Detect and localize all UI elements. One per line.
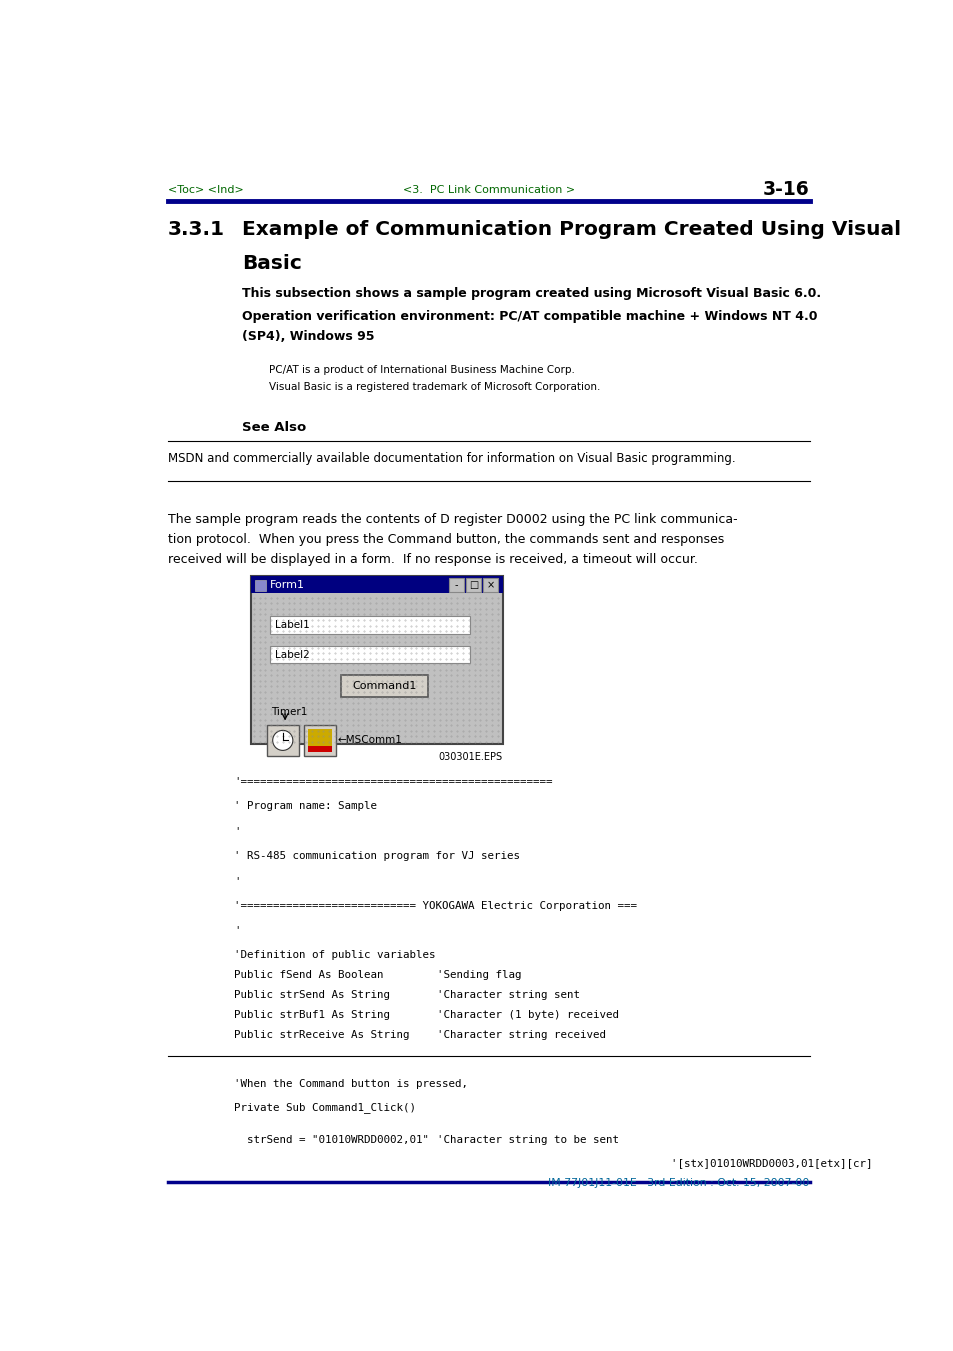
Text: Public strBuf1 As String: Public strBuf1 As String bbox=[233, 1011, 390, 1020]
Text: ': ' bbox=[233, 925, 240, 936]
Text: MSDN and commercially available documentation for information on Visual Basic pr: MSDN and commercially available document… bbox=[168, 451, 735, 465]
Bar bbox=[270, 616, 470, 634]
Text: PC/AT is a product of International Business Machine Corp.: PC/AT is a product of International Busi… bbox=[269, 365, 574, 376]
Text: Label1: Label1 bbox=[274, 620, 310, 631]
Text: Public strSend As String: Public strSend As String bbox=[233, 990, 390, 1000]
Bar bbox=[482, 578, 497, 592]
Text: Private Sub Command1_Click(): Private Sub Command1_Click() bbox=[233, 1102, 416, 1113]
Text: ': ' bbox=[233, 875, 240, 886]
Text: Public fSend As Boolean: Public fSend As Boolean bbox=[233, 970, 383, 981]
Text: -: - bbox=[455, 580, 457, 590]
Text: ←MSComm1: ←MSComm1 bbox=[337, 735, 402, 746]
Text: □: □ bbox=[468, 580, 477, 590]
Bar bbox=[307, 746, 332, 753]
Text: This subsection shows a sample program created using Microsoft Visual Basic 6.0.: This subsection shows a sample program c… bbox=[241, 286, 820, 300]
Text: tion protocol.  When you press the Command button, the commands sent and respons: tion protocol. When you press the Comman… bbox=[168, 534, 723, 546]
Text: Public strReceive As String: Public strReceive As String bbox=[233, 1029, 409, 1040]
Bar bbox=[303, 725, 335, 755]
Text: received will be displayed in a form.  If no response is received, a timeout wil: received will be displayed in a form. If… bbox=[168, 554, 698, 566]
Text: 'Character string sent: 'Character string sent bbox=[436, 990, 579, 1000]
Text: ' Program name: Sample: ' Program name: Sample bbox=[233, 801, 376, 812]
Bar bbox=[448, 578, 464, 592]
Bar bbox=[251, 577, 502, 744]
Text: <Toc> <Ind>: <Toc> <Ind> bbox=[168, 185, 244, 195]
Text: 3.3.1: 3.3.1 bbox=[168, 220, 225, 239]
Bar bbox=[266, 725, 298, 755]
Text: 'Character string received: 'Character string received bbox=[436, 1029, 605, 1040]
Bar bbox=[307, 728, 332, 753]
Text: '================================================: '=======================================… bbox=[233, 777, 552, 786]
Text: Form1: Form1 bbox=[270, 580, 304, 590]
Text: ': ' bbox=[233, 827, 240, 836]
Text: 'Character string to be sent: 'Character string to be sent bbox=[436, 1135, 618, 1146]
Text: The sample program reads the contents of D register D0002 using the PC link comm: The sample program reads the contents of… bbox=[168, 513, 737, 527]
Text: Command1: Command1 bbox=[352, 681, 416, 690]
Text: 030301E.EPS: 030301E.EPS bbox=[438, 753, 502, 762]
Text: IM 77J01J11-01E   3rd Edition : Oct. 15, 2007-00: IM 77J01J11-01E 3rd Edition : Oct. 15, 2… bbox=[548, 1178, 809, 1188]
Text: strSend = "01010WRDD0002,01": strSend = "01010WRDD0002,01" bbox=[233, 1135, 429, 1146]
Text: 'Sending flag: 'Sending flag bbox=[436, 970, 521, 981]
Text: '=========================== YOKOGAWA Electric Corporation ===: '=========================== YOKOGAWA El… bbox=[233, 901, 637, 911]
Text: 3-16: 3-16 bbox=[762, 180, 809, 200]
Bar bbox=[254, 580, 266, 590]
Text: Visual Basic is a registered trademark of Microsoft Corporation.: Visual Basic is a registered trademark o… bbox=[269, 382, 599, 392]
Bar bbox=[270, 646, 470, 663]
Bar bbox=[465, 578, 480, 592]
Bar bbox=[251, 577, 502, 593]
Text: Basic: Basic bbox=[241, 254, 301, 273]
Text: ×: × bbox=[486, 580, 494, 590]
Text: <3.  PC Link Communication >: <3. PC Link Communication > bbox=[402, 185, 575, 195]
Text: 'Definition of public variables: 'Definition of public variables bbox=[233, 950, 435, 961]
Text: 'Character (1 byte) received: 'Character (1 byte) received bbox=[436, 1011, 618, 1020]
Text: Operation verification environment: PC/AT compatible machine + Windows NT 4.0: Operation verification environment: PC/A… bbox=[241, 309, 817, 323]
Text: '[stx]01010WRDD0003,01[etx][cr]: '[stx]01010WRDD0003,01[etx][cr] bbox=[436, 1158, 872, 1169]
Bar bbox=[341, 676, 428, 697]
Text: See Also: See Also bbox=[241, 422, 306, 434]
Text: 'When the Command button is pressed,: 'When the Command button is pressed, bbox=[233, 1079, 468, 1089]
Circle shape bbox=[273, 731, 293, 750]
Text: Example of Communication Program Created Using Visual: Example of Communication Program Created… bbox=[241, 220, 900, 239]
Text: Timer1: Timer1 bbox=[271, 708, 307, 717]
Text: ' RS-485 communication program for VJ series: ' RS-485 communication program for VJ se… bbox=[233, 851, 519, 861]
Text: (SP4), Windows 95: (SP4), Windows 95 bbox=[241, 330, 374, 343]
Text: Label2: Label2 bbox=[274, 650, 310, 659]
